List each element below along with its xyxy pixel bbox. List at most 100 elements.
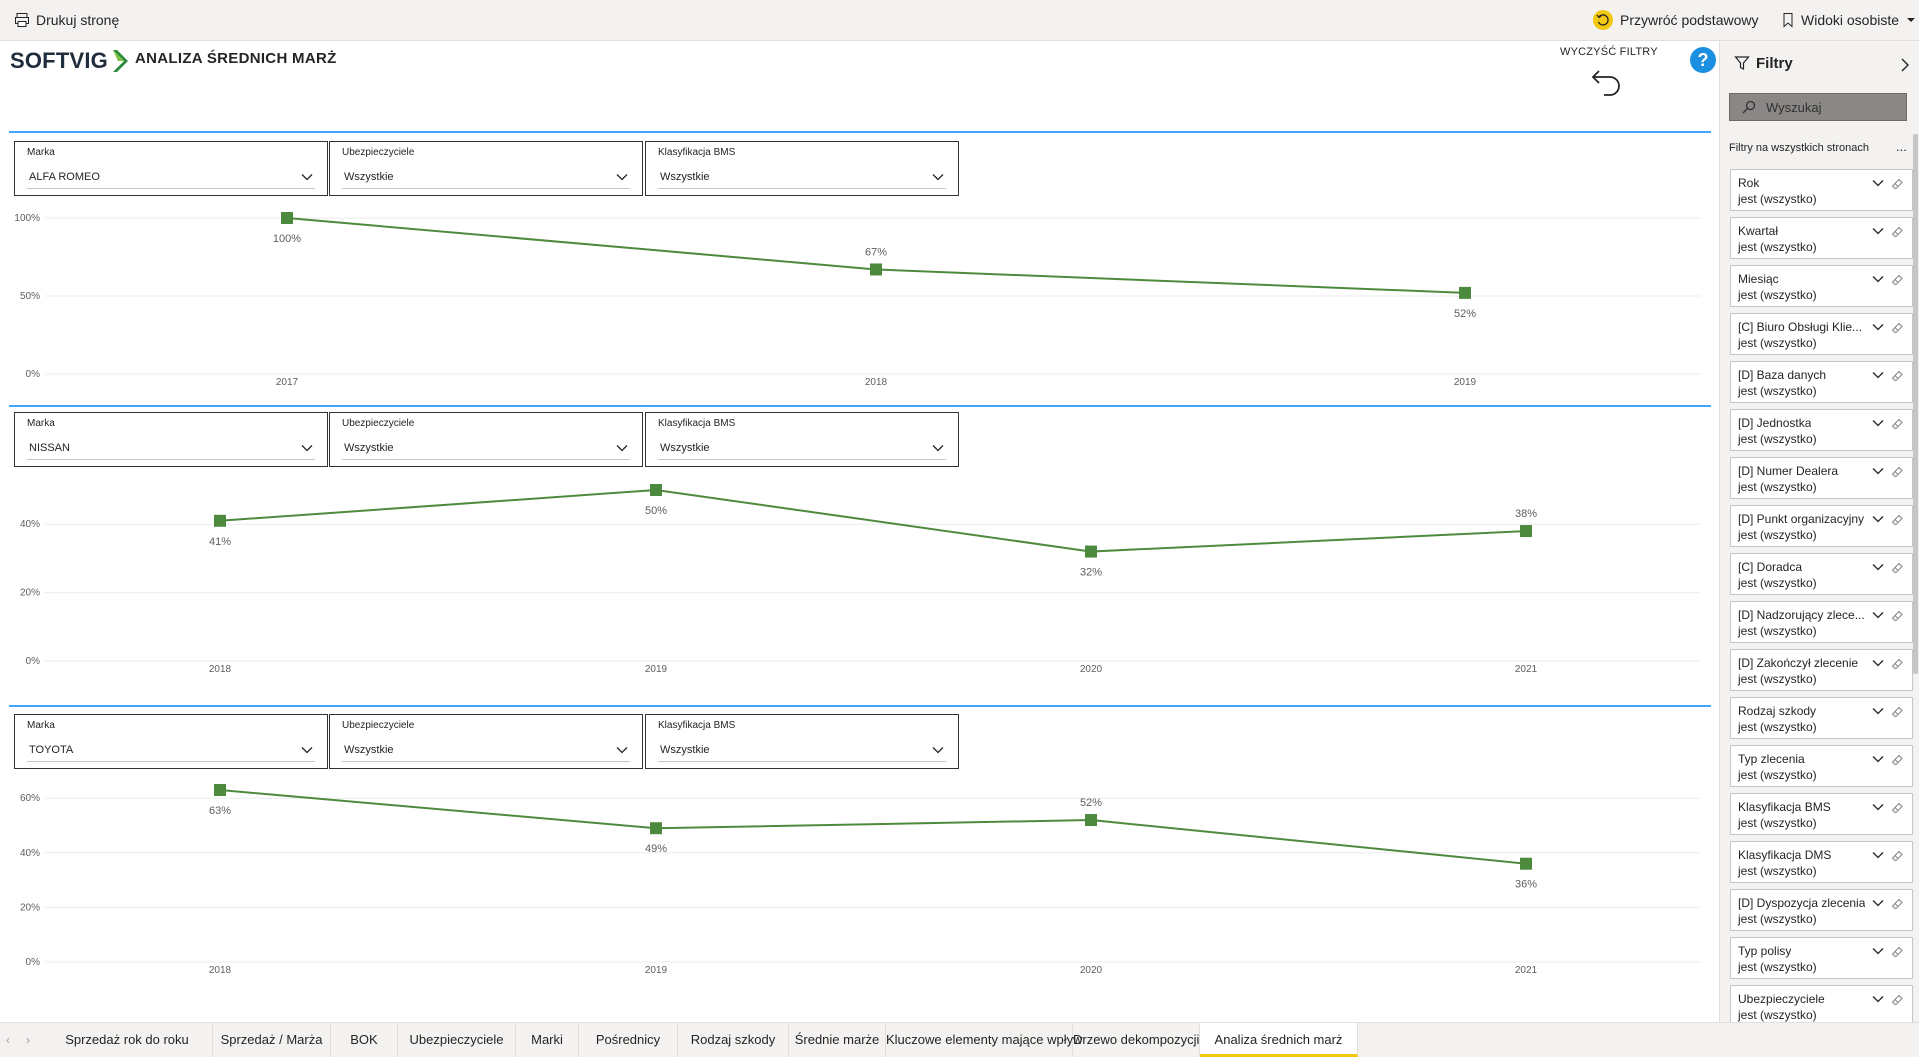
help-button[interactable]: ?: [1690, 47, 1716, 73]
data-point-marker[interactable]: [1520, 525, 1532, 538]
chevron-down-icon: [616, 747, 628, 754]
slicer-dropdown[interactable]: Wszystkie: [658, 437, 946, 460]
slicer-dropdown[interactable]: NISSAN: [27, 437, 315, 460]
filter-card[interactable]: Miesiąc jest (wszystko): [1730, 265, 1913, 307]
filter-card[interactable]: [D] Nadzorujący zlece... jest (wszystko): [1730, 601, 1913, 643]
slicer-dropdown[interactable]: Wszystkie: [342, 437, 630, 460]
filter-card[interactable]: Rok jest (wszystko): [1730, 169, 1913, 211]
section-divider: [9, 405, 1711, 407]
clear-filter-eraser-icon[interactable]: [1891, 753, 1904, 766]
clear-filter-eraser-icon[interactable]: [1891, 705, 1904, 718]
chevron-down-icon[interactable]: [1872, 801, 1884, 813]
personal-views-button[interactable]: Widoki osobiste: [1781, 0, 1917, 40]
page-tab[interactable]: Średnie marże: [789, 1023, 886, 1057]
page-tab[interactable]: Pośrednicy: [579, 1023, 678, 1057]
data-point-marker[interactable]: [1520, 857, 1532, 870]
slicer-dropdown[interactable]: ALFA ROMEO: [27, 166, 315, 189]
chevron-down-icon[interactable]: [1872, 465, 1884, 477]
clear-filter-eraser-icon[interactable]: [1891, 417, 1904, 430]
chevron-down-icon[interactable]: [1872, 945, 1884, 957]
filter-card[interactable]: [D] Numer Dealera jest (wszystko): [1730, 457, 1913, 499]
clear-filters-button[interactable]: [1590, 65, 1624, 104]
more-options-button[interactable]: ...: [1896, 139, 1907, 154]
clear-filter-eraser-icon[interactable]: [1891, 945, 1904, 958]
data-point-marker[interactable]: [870, 263, 882, 276]
chevron-down-icon[interactable]: [1872, 561, 1884, 573]
page-tab[interactable]: Ubezpieczyciele: [398, 1023, 516, 1057]
chevron-down-icon[interactable]: [1872, 273, 1884, 285]
filter-card[interactable]: Typ polisy jest (wszystko): [1730, 937, 1913, 979]
page-tab[interactable]: Rodzaj szkody: [678, 1023, 789, 1057]
data-point-marker[interactable]: [650, 484, 662, 496]
filter-card[interactable]: Rodzaj szkody jest (wszystko): [1730, 697, 1913, 739]
slicer-dropdown[interactable]: Wszystkie: [342, 739, 630, 762]
chevron-down-icon[interactable]: [1872, 657, 1884, 669]
clear-filter-eraser-icon[interactable]: [1891, 465, 1904, 478]
clear-filter-eraser-icon[interactable]: [1891, 849, 1904, 862]
clear-filter-eraser-icon[interactable]: [1891, 225, 1904, 238]
page-tab[interactable]: Drzewo dekompozycji: [1073, 1023, 1200, 1057]
filter-card[interactable]: [D] Baza danych jest (wszystko): [1730, 361, 1913, 403]
clear-filter-eraser-icon[interactable]: [1891, 273, 1904, 286]
chevron-down-icon[interactable]: [1872, 753, 1884, 765]
filter-card[interactable]: Klasyfikacja DMS jest (wszystko): [1730, 841, 1913, 883]
clear-filter-eraser-icon[interactable]: [1891, 321, 1904, 334]
page-tab[interactable]: Marki: [516, 1023, 579, 1057]
slicer-dropdown[interactable]: Wszystkie: [342, 166, 630, 189]
filter-card[interactable]: [C] Doradca jest (wszystko): [1730, 553, 1913, 595]
chevron-down-icon[interactable]: [1872, 609, 1884, 621]
data-point-marker[interactable]: [1085, 545, 1097, 558]
clear-filter-eraser-icon[interactable]: [1891, 801, 1904, 814]
slicer-dropdown[interactable]: TOYOTA: [27, 739, 315, 762]
filter-card[interactable]: [D] Jednostka jest (wszystko): [1730, 409, 1913, 451]
filter-card[interactable]: [D] Punkt organizacyjny jest (wszystko): [1730, 505, 1913, 547]
page-tab[interactable]: Kluczowe elementy mające wpływ: [886, 1023, 1083, 1057]
filter-card[interactable]: [D] Zakończył zlecenie jest (wszystko): [1730, 649, 1913, 691]
data-point-marker[interactable]: [214, 784, 226, 796]
data-point-marker[interactable]: [1085, 814, 1097, 827]
data-point-marker[interactable]: [650, 822, 662, 835]
page-tab[interactable]: Sprzedaż rok do roku: [42, 1023, 213, 1057]
page-tab[interactable]: BOK: [331, 1023, 398, 1057]
clear-filter-eraser-icon[interactable]: [1891, 561, 1904, 574]
page-tab[interactable]: Sprzedaż / Marża: [213, 1023, 331, 1057]
filter-card[interactable]: Kwartał jest (wszystko): [1730, 217, 1913, 259]
filter-card[interactable]: Klasyfikacja BMS jest (wszystko): [1730, 793, 1913, 835]
chevron-down-icon[interactable]: [1872, 321, 1884, 333]
clear-filter-eraser-icon[interactable]: [1891, 657, 1904, 670]
filter-pane-scrollbar[interactable]: [1913, 134, 1918, 674]
chevron-down-icon[interactable]: [1872, 897, 1884, 909]
chevron-down-icon[interactable]: [1872, 417, 1884, 429]
chevron-down-icon[interactable]: [1872, 705, 1884, 717]
clear-filter-eraser-icon[interactable]: [1891, 513, 1904, 526]
collapse-pane-icon[interactable]: [1900, 58, 1910, 72]
data-point-marker[interactable]: [214, 514, 226, 527]
chevron-down-icon[interactable]: [1872, 225, 1884, 237]
data-point-marker[interactable]: [281, 212, 293, 224]
filter-search-input[interactable]: Wyszukaj: [1729, 93, 1907, 121]
filter-name: [D] Jednostka: [1738, 416, 1812, 430]
data-point-marker[interactable]: [1459, 286, 1471, 299]
chevron-down-icon[interactable]: [1872, 177, 1884, 189]
filter-card[interactable]: [D] Dyspozycja zlecenia jest (wszystko): [1730, 889, 1913, 931]
filter-card[interactable]: Typ zlecenia jest (wszystko): [1730, 745, 1913, 787]
page-tab[interactable]: Analiza średnich marż: [1200, 1023, 1358, 1057]
filter-card[interactable]: [C] Biuro Obsługi Klie... jest (wszystko): [1730, 313, 1913, 355]
tab-next-icon[interactable]: ›: [26, 1033, 30, 1047]
slicer-dropdown[interactable]: Wszystkie: [658, 166, 946, 189]
filter-card[interactable]: Ubezpieczyciele jest (wszystko): [1730, 985, 1913, 1027]
chevron-down-icon[interactable]: [1872, 993, 1884, 1005]
chevron-down-icon[interactable]: [1872, 513, 1884, 525]
print-page-button[interactable]: Drukuj stronę: [14, 0, 119, 40]
reset-default-button[interactable]: Przywróć podstawowy: [1592, 0, 1759, 40]
clear-filter-eraser-icon[interactable]: [1891, 993, 1904, 1006]
chevron-down-icon[interactable]: [1872, 849, 1884, 861]
slicer-dropdown[interactable]: Wszystkie: [658, 739, 946, 762]
clear-filter-eraser-icon[interactable]: [1891, 609, 1904, 622]
tab-prev-icon[interactable]: ‹: [6, 1033, 10, 1047]
chevron-down-icon: [301, 174, 313, 181]
clear-filter-eraser-icon[interactable]: [1891, 177, 1904, 190]
clear-filter-eraser-icon[interactable]: [1891, 897, 1904, 910]
clear-filter-eraser-icon[interactable]: [1891, 369, 1904, 382]
chevron-down-icon[interactable]: [1872, 369, 1884, 381]
